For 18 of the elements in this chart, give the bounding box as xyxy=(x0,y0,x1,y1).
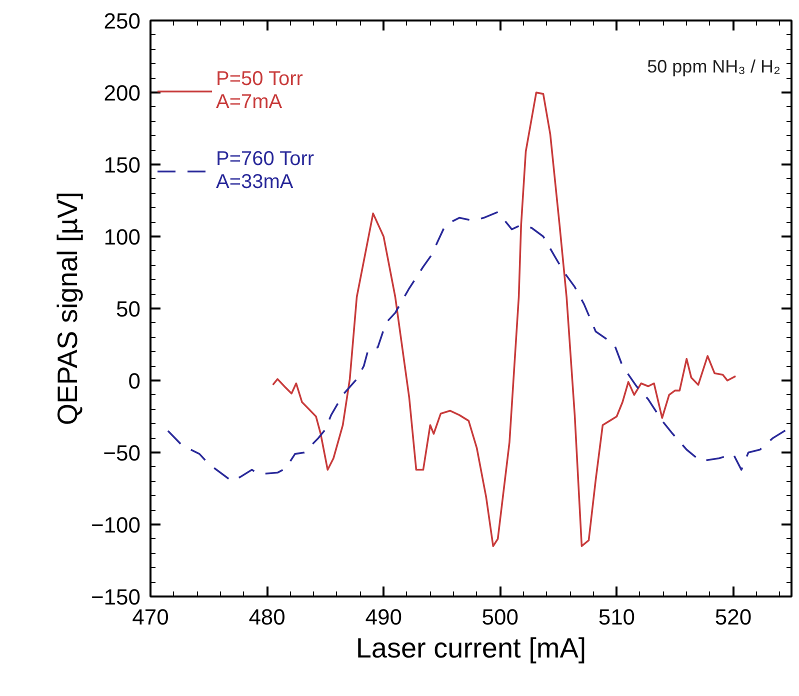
y-axis-title: QEPAS signal [µV] xyxy=(52,192,83,426)
y-tick-label: 100 xyxy=(104,224,141,250)
y-tick-label: 200 xyxy=(104,80,141,106)
y-tick-label: 250 xyxy=(104,8,141,34)
y-tick-label: 0 xyxy=(128,368,141,394)
y-tick-label: −100 xyxy=(90,512,141,538)
y-tick-label: −50 xyxy=(103,440,141,466)
legend-label: P=760 Torr A=33mA xyxy=(216,148,314,194)
y-tick-label: 150 xyxy=(104,152,141,178)
y-tick-label: 50 xyxy=(116,296,141,322)
x-tick-label: 510 xyxy=(598,604,636,630)
x-tick-label: 480 xyxy=(248,604,286,630)
x-tick-label: 500 xyxy=(482,604,518,630)
x-axis-title: Laser current [mA] xyxy=(356,632,586,664)
legend-label: P=50 Torr A=7mA xyxy=(216,68,303,114)
annotation: 50 ppm NH₃ / H₂ xyxy=(647,56,781,76)
x-tick-label: 520 xyxy=(714,604,752,630)
x-tick-label: 490 xyxy=(365,604,402,630)
